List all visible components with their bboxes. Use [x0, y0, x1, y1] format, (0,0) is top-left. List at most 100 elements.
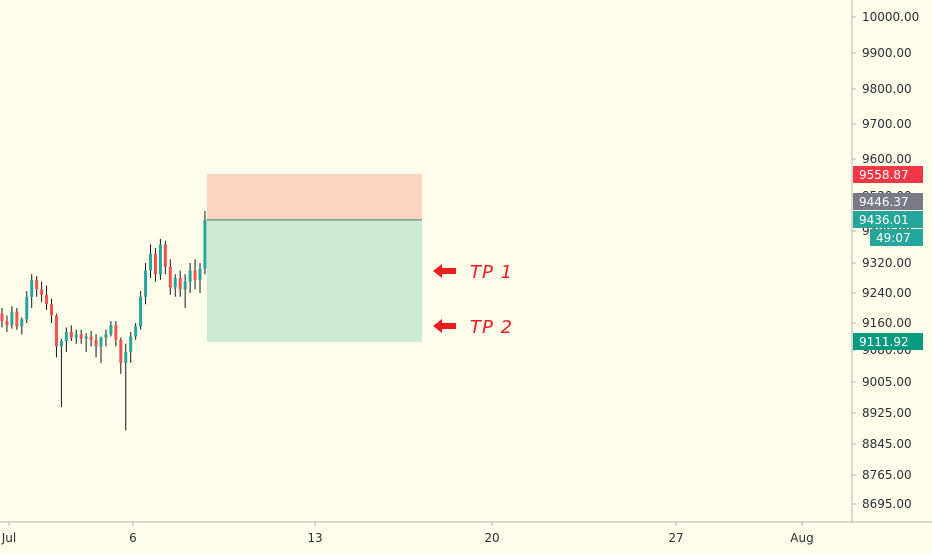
candle: [163, 240, 167, 275]
price-tag-label: 9558.87: [859, 168, 909, 182]
candle: [158, 238, 162, 280]
candle-body: [109, 325, 113, 335]
candle: [153, 248, 157, 282]
price-axis-label: 9600.00: [862, 152, 912, 166]
price-axis-label: 8765.00: [862, 468, 912, 482]
price-axis-label: 8845.00: [862, 437, 912, 451]
candle: [193, 259, 197, 290]
long-position-tool[interactable]: [207, 174, 422, 342]
candle: [20, 317, 24, 335]
candle-body: [74, 334, 78, 338]
candle: [109, 321, 113, 337]
candle-body: [45, 294, 49, 305]
candle: [173, 274, 177, 297]
candle-body: [99, 337, 103, 347]
candle: [59, 338, 63, 408]
price-tag-bg: [870, 229, 923, 246]
candle-body: [139, 296, 143, 327]
candle-body: [114, 325, 118, 340]
candle: [10, 306, 14, 329]
candle-body: [84, 336, 88, 339]
price-tag: 9111.92: [853, 333, 923, 350]
candle: [203, 211, 207, 275]
candle-body: [104, 334, 108, 338]
candle-body: [168, 266, 172, 288]
candle-body: [183, 281, 187, 290]
candle-body: [64, 332, 68, 341]
candle: [0, 308, 4, 328]
candle: [99, 336, 103, 363]
candle-body: [198, 268, 202, 280]
candle-body: [124, 351, 128, 363]
time-axis-label: Jul: [1, 531, 16, 545]
candle-body: [35, 279, 39, 290]
candle-body: [149, 253, 152, 271]
candlestick-series: [0, 211, 207, 431]
candle: [149, 244, 152, 278]
candle-body: [79, 334, 83, 339]
time-axis[interactable]: Jul 6 13 20 27 Aug: [1, 522, 814, 545]
price-tag-label: 49:07: [876, 231, 911, 245]
candle-body: [69, 332, 73, 338]
price-axis-label: 9005.00: [862, 375, 912, 389]
candle: [30, 274, 34, 308]
candle: [134, 323, 138, 340]
arrow-left-icon: [433, 319, 456, 333]
price-axis-label: 8695.00: [862, 497, 912, 511]
price-tags: 9558.87 9446.37 9436.01 49:07 9111.92: [853, 166, 923, 350]
price-tag-bg: [853, 333, 923, 350]
candle-body: [193, 270, 197, 280]
price-tag-label: 9446.37: [859, 195, 909, 209]
arrow-left-icon: [433, 264, 456, 278]
price-axis-label: 9800.00: [862, 82, 912, 96]
take-profit-zone[interactable]: [207, 219, 422, 342]
candle-body: [50, 304, 53, 316]
candle: [25, 291, 29, 323]
candle: [50, 298, 53, 323]
price-tag-bg: [853, 211, 923, 228]
candle: [168, 259, 172, 295]
candle-body: [153, 253, 157, 275]
candle-body: [173, 278, 177, 288]
candle: [89, 330, 93, 347]
price-tag-bg: [853, 166, 923, 183]
time-axis-label: 6: [129, 531, 137, 545]
price-axis-label: 9240.00: [862, 286, 912, 300]
candle-body: [0, 313, 4, 322]
price-tag: 9558.87: [853, 166, 923, 183]
candle-body: [25, 296, 29, 320]
stop-loss-zone[interactable]: [207, 174, 422, 220]
candle: [94, 334, 98, 358]
candle: [79, 329, 83, 344]
candle: [104, 329, 108, 347]
candle-body: [59, 341, 63, 347]
price-tag: 49:07: [870, 229, 923, 246]
price-tag-label: 9436.01: [859, 213, 909, 227]
price-tag: 9436.01: [853, 211, 923, 228]
candle-body: [89, 336, 93, 340]
candle: [114, 321, 118, 347]
candle-body: [188, 270, 192, 282]
candle: [198, 263, 202, 293]
candle: [15, 308, 19, 330]
candle: [84, 333, 88, 352]
candle-body: [40, 289, 44, 295]
price-axis-label: 9160.00: [862, 316, 912, 330]
candle-body: [134, 326, 138, 337]
candle-body: [5, 321, 9, 326]
candle: [139, 291, 143, 330]
candle: [35, 276, 39, 297]
price-tag: 9446.37: [853, 193, 923, 210]
candle: [54, 313, 58, 358]
candle-body: [163, 244, 167, 267]
price-axis-label: 9320.00: [862, 256, 912, 270]
price-axis-label: 9700.00: [862, 117, 912, 131]
candle-body: [30, 279, 34, 297]
time-axis-label: 20: [484, 531, 499, 545]
candle: [178, 270, 182, 297]
chart-annotations: TP 1 TP 2: [433, 262, 512, 338]
candle-body: [203, 219, 207, 269]
candle-body: [94, 339, 98, 347]
